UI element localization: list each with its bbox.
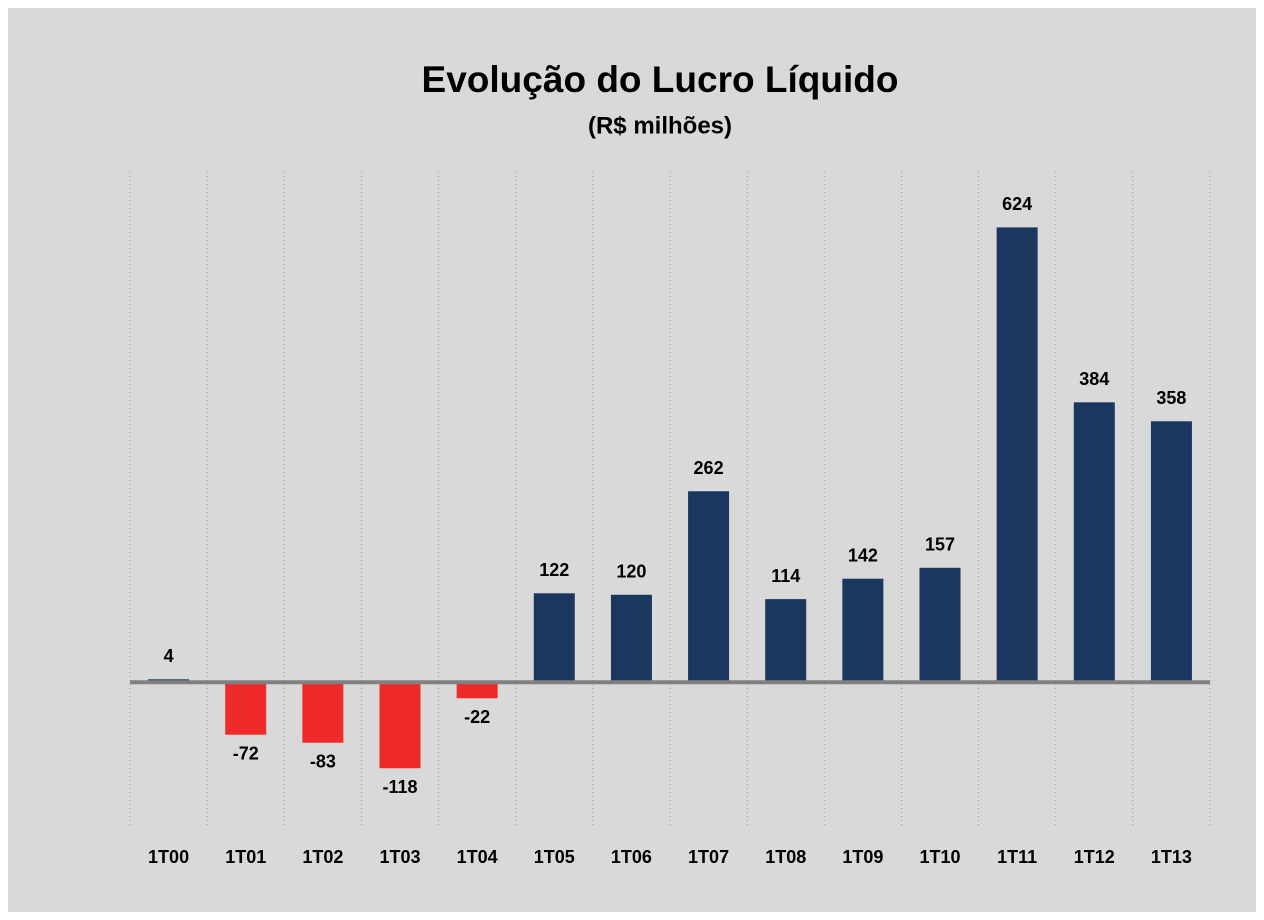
bar: [1150, 421, 1192, 683]
x-tick-label: 1T01: [225, 847, 266, 867]
bar: [533, 593, 575, 683]
x-tick-label: 1T05: [534, 847, 575, 867]
x-tick-label: 1T11: [997, 847, 1037, 867]
value-label: 624: [1002, 194, 1032, 214]
chart-background: [8, 8, 1256, 912]
bar: [996, 227, 1038, 683]
x-tick-label: 1T08: [765, 847, 806, 867]
value-label: 142: [848, 545, 878, 565]
bar: [379, 682, 421, 769]
value-label: -72: [233, 743, 259, 763]
value-label: -22: [464, 707, 490, 727]
x-tick-label: 1T00: [148, 847, 189, 867]
chart-subtitle: (R$ milhões): [588, 112, 732, 139]
bar: [688, 491, 730, 683]
bar: [225, 682, 267, 735]
value-label: 358: [1156, 388, 1186, 408]
value-label: 262: [694, 458, 724, 478]
value-label: -118: [382, 777, 417, 797]
value-label: 4: [164, 646, 174, 666]
bar: [765, 599, 807, 683]
x-tick-label: 1T03: [379, 847, 420, 867]
bar: [610, 594, 652, 683]
x-tick-label: 1T06: [611, 847, 652, 867]
x-tick-label: 1T04: [457, 847, 498, 867]
bar: [919, 567, 961, 683]
value-label: -83: [310, 751, 336, 771]
x-tick-label: 1T09: [842, 847, 883, 867]
value-label: 384: [1079, 369, 1109, 389]
bar: [456, 682, 498, 699]
bar: [1073, 402, 1115, 683]
x-tick-label: 1T13: [1151, 847, 1192, 867]
x-tick-label: 1T12: [1074, 847, 1115, 867]
x-tick-label: 1T02: [302, 847, 343, 867]
bar: [302, 682, 344, 743]
value-label: 157: [925, 535, 955, 555]
x-tick-label: 1T07: [688, 847, 729, 867]
bar: [842, 578, 884, 683]
value-label: 122: [539, 560, 569, 580]
value-label: 120: [616, 562, 646, 582]
x-tick-label: 1T10: [919, 847, 960, 867]
chart-title: Evolução do Lucro Líquido: [422, 59, 899, 100]
value-label: 114: [771, 566, 800, 586]
